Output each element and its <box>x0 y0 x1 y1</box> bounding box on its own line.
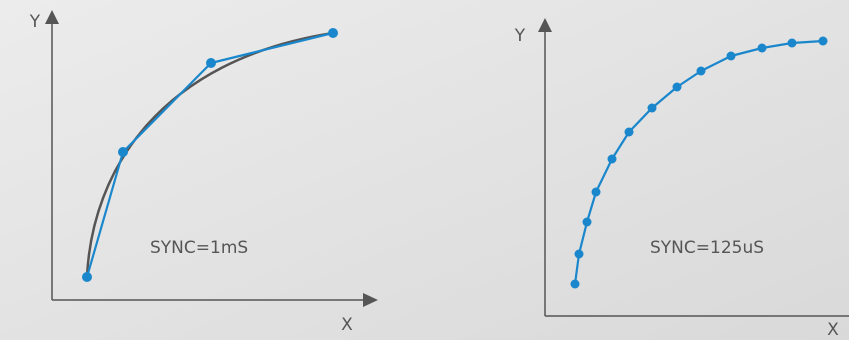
sync-label: SYNC=1mS <box>150 238 248 258</box>
y-axis-label: Y <box>29 12 41 32</box>
sampled-line <box>85 31 334 278</box>
y-arrow <box>538 18 552 32</box>
y-arrow <box>45 10 59 24</box>
x-axis-label: X <box>827 320 839 340</box>
x-arrow <box>363 293 378 307</box>
x-axis-label: X <box>341 315 353 335</box>
left-panel: Y X SYNC=1mS <box>29 10 378 335</box>
axes <box>544 30 849 317</box>
axes <box>51 22 365 301</box>
sample-points <box>570 36 828 289</box>
sample-points <box>82 28 338 282</box>
right-panel: Y X SYNC=125uS <box>514 18 849 340</box>
y-axis-label: Y <box>514 26 526 46</box>
sync-label: SYNC=125uS <box>650 238 764 258</box>
